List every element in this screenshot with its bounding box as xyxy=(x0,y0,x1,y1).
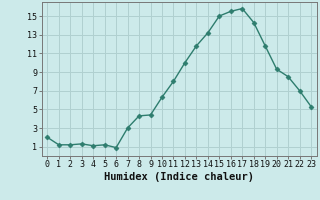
X-axis label: Humidex (Indice chaleur): Humidex (Indice chaleur) xyxy=(104,172,254,182)
